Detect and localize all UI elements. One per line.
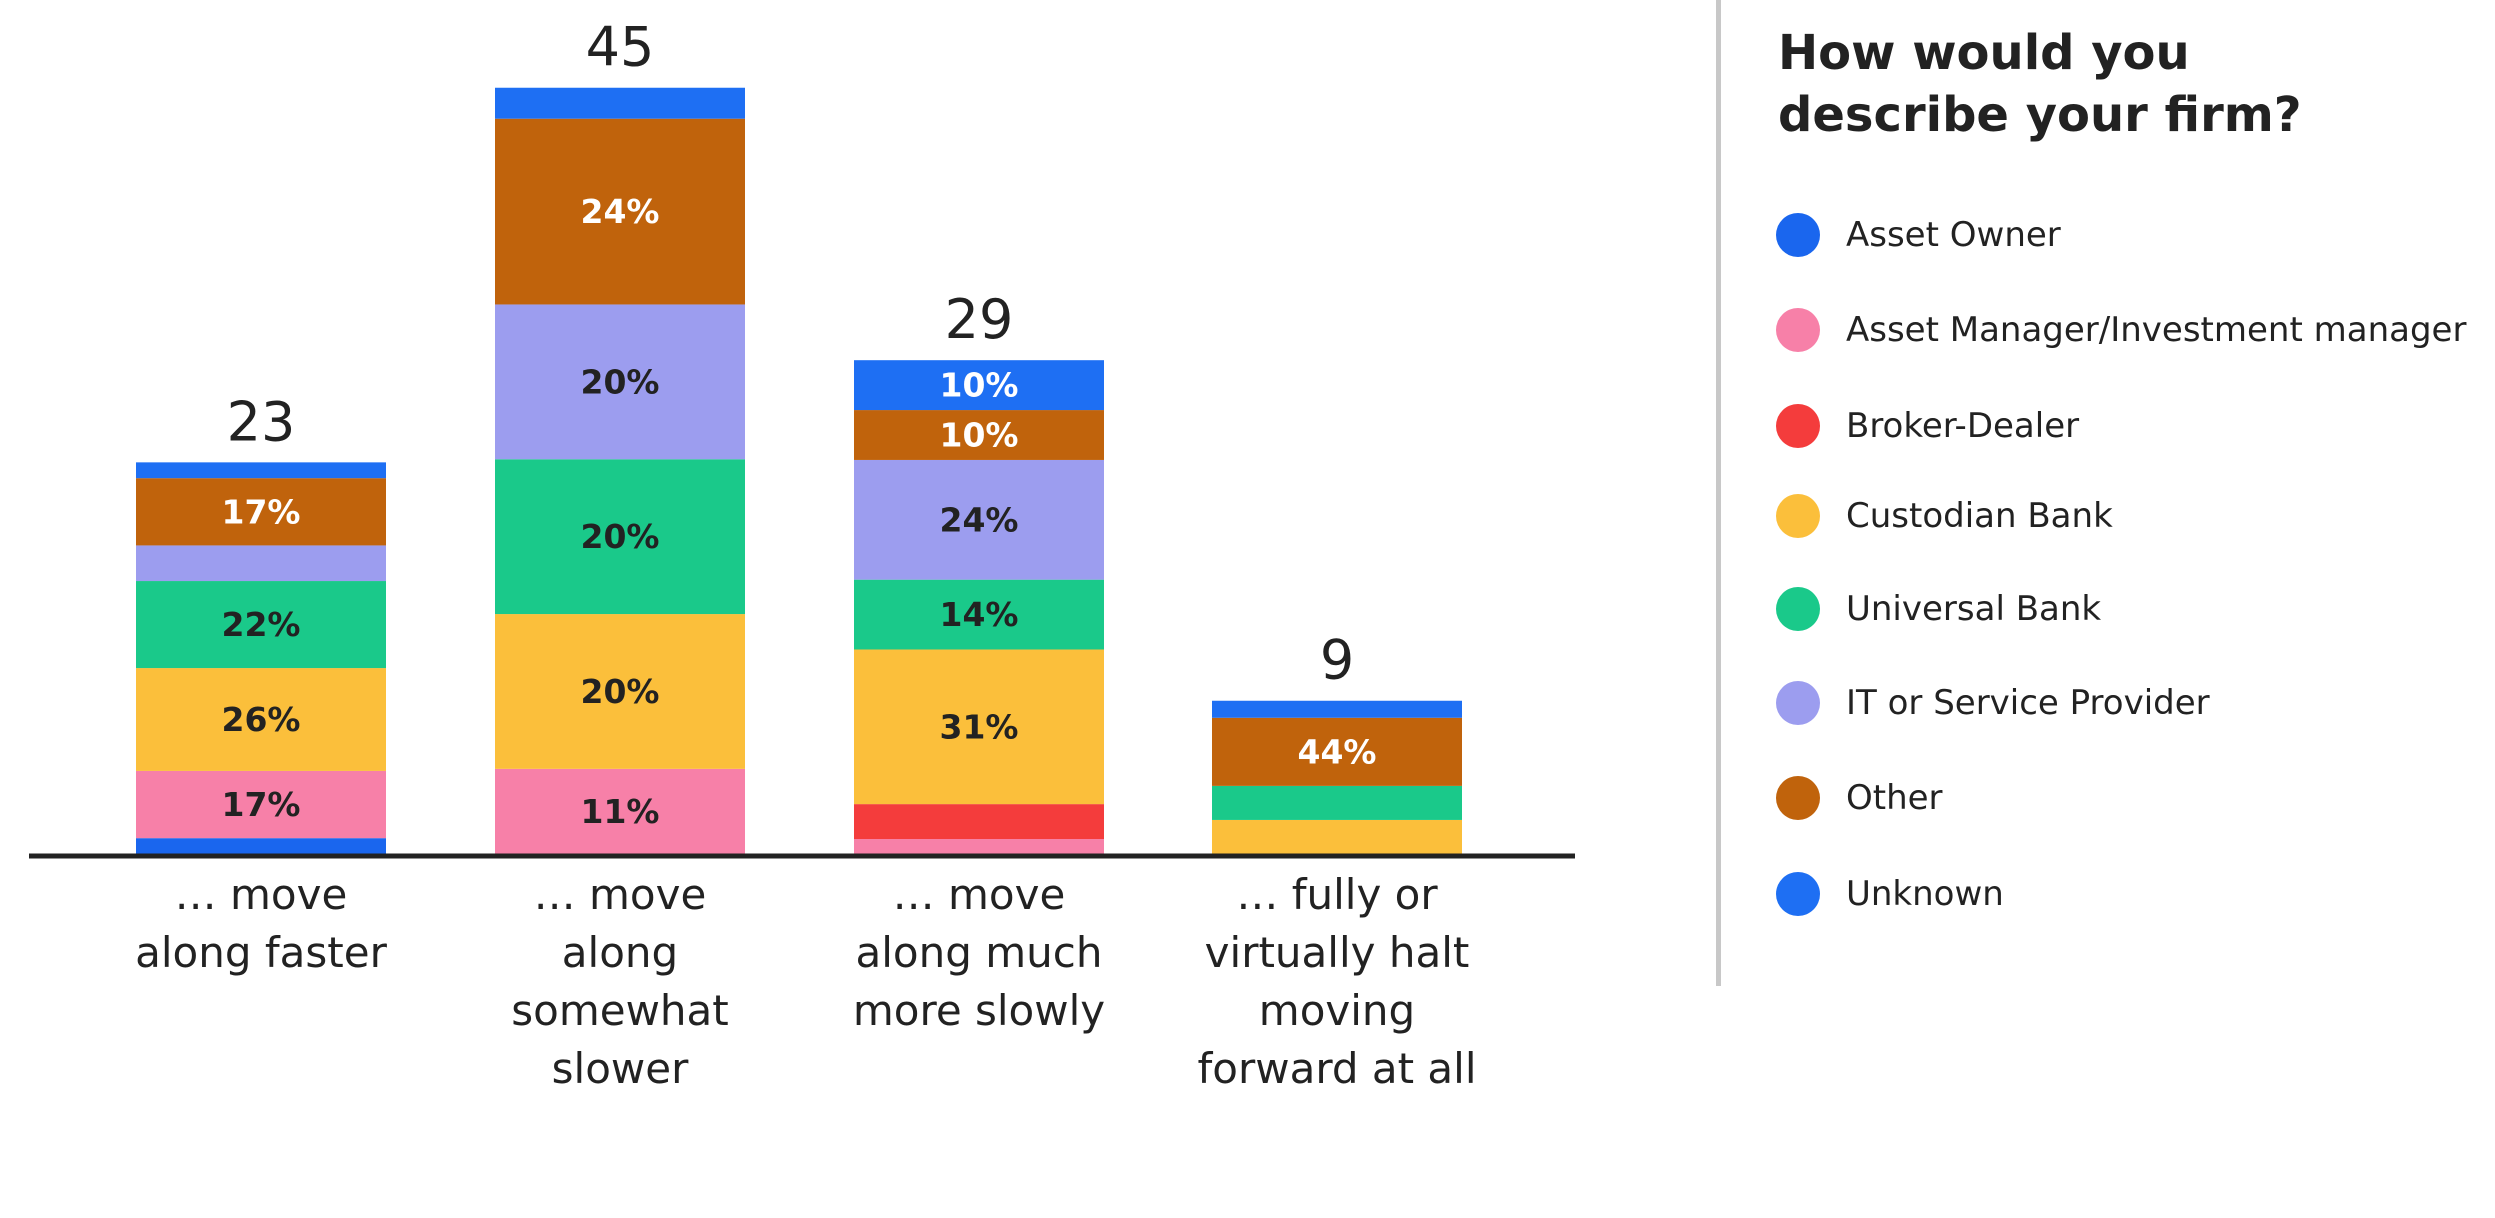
legend-item: Custodian Bank: [1776, 491, 2113, 541]
bar-total: 23: [227, 390, 296, 453]
bar-segment: [136, 668, 386, 771]
value-label: 24%: [940, 500, 1019, 539]
legend-title: How would you describe your firm?: [1778, 25, 2302, 143]
bar-segment: [136, 478, 386, 546]
legend-item: Other: [1776, 773, 1943, 823]
legend-swatch: [1776, 213, 1820, 257]
legend-item: Universal Bank: [1776, 584, 2101, 634]
bar-segment: [136, 581, 386, 669]
legend-label: Universal Bank: [1846, 589, 2102, 629]
bar-segment: [136, 462, 386, 479]
legend-item: Broker-Dealer: [1776, 401, 2079, 451]
bar-segment: [495, 459, 745, 615]
bar-segment: [854, 410, 1104, 460]
legend-swatch: [1776, 776, 1820, 820]
value-label: 20%: [581, 517, 660, 556]
value-label: 10%: [940, 366, 1019, 405]
legend-label: Custodian Bank: [1846, 496, 2113, 536]
bar-segment: [495, 768, 745, 854]
bar-segment: [495, 304, 745, 460]
bar-segment: [136, 545, 386, 582]
value-label: 44%: [1298, 732, 1377, 771]
bar-total: 29: [945, 288, 1014, 351]
value-label: 10%: [940, 416, 1019, 455]
bar-total: 9: [1320, 629, 1354, 692]
legend-swatch: [1776, 494, 1820, 538]
bar-segment: [136, 838, 386, 854]
legend-swatch: [1776, 681, 1820, 725]
legend-swatch: [1776, 587, 1820, 631]
bar-segment: [495, 87, 745, 119]
legend-label: Asset Owner: [1846, 215, 2061, 255]
legend-label: IT or Service Provider: [1846, 683, 2210, 723]
value-label: 14%: [940, 595, 1019, 634]
legend-swatch: [1776, 404, 1820, 448]
legend-item: Asset Owner: [1776, 210, 2061, 260]
legend-label: Other: [1846, 778, 1943, 818]
x-tick-label: … move along much more slowly: [852, 870, 1106, 1035]
chart: 17% 26% 22% 17% 23 11% 20% 20% 20% 24% 45 31% 14% 24%…: [29, 16, 1575, 859]
bar-segment: [854, 579, 1104, 650]
bar-segment: [495, 614, 745, 769]
legend-swatch: [1776, 308, 1820, 352]
value-label: 31%: [940, 707, 1019, 746]
value-label: 17%: [222, 492, 301, 531]
bar-segment: [1212, 700, 1462, 718]
bar-total: 45: [586, 16, 655, 79]
x-tick-label: … move along somewhat slower: [511, 870, 729, 1093]
bar-segment: [495, 118, 745, 305]
divider: [1716, 0, 1721, 986]
bar-segment: [136, 770, 386, 839]
bar-segment: [854, 649, 1104, 805]
legend-label: Asset Manager/Investment manager: [1846, 310, 2467, 350]
bar-segment: [1212, 717, 1462, 786]
bar-segment: [854, 839, 1104, 854]
legend-label: Broker-Dealer: [1846, 406, 2080, 446]
value-label: 26%: [222, 700, 301, 739]
legend-item: Asset Manager/Investment manager: [1776, 305, 2466, 355]
bar-segment: [854, 804, 1104, 840]
x-tick-label: … fully or virtually halt moving forward…: [1197, 870, 1477, 1093]
bar-segment: [854, 360, 1104, 411]
value-label: 17%: [222, 785, 301, 824]
value-label: 20%: [581, 362, 660, 401]
value-label: 24%: [581, 192, 660, 231]
legend-item: Unknown: [1776, 869, 2004, 919]
value-label: 11%: [581, 792, 660, 831]
legend-label: Unknown: [1846, 874, 2004, 914]
value-label: 20%: [581, 672, 660, 711]
bar-segment: [1212, 819, 1462, 854]
bar-segment: [1212, 785, 1462, 820]
bar-segment: [854, 459, 1104, 580]
legend-swatch: [1776, 872, 1820, 916]
x-tick-label: … move along faster: [135, 870, 387, 977]
legend-item: IT or Service Provider: [1776, 678, 2210, 728]
value-label: 22%: [222, 605, 301, 644]
